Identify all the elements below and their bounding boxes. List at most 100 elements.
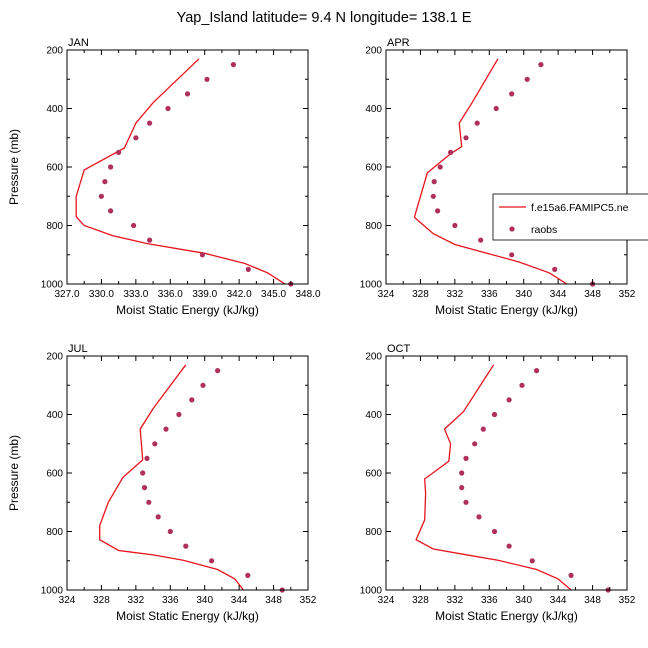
raobs-point bbox=[155, 514, 161, 520]
model-line bbox=[415, 364, 572, 590]
plot-frame bbox=[385, 355, 628, 591]
y-tick-label: 1000 bbox=[360, 280, 383, 291]
chart-panel-apr: APR 324 328 332 336 340 344 348 352 1000 800 600 400… bbox=[360, 37, 636, 317]
raobs-point bbox=[552, 266, 558, 272]
raobs-point bbox=[163, 426, 169, 432]
raobs-point bbox=[474, 120, 480, 126]
chart-panel-jul: JUL 324 328 332 336 340 344 348 352 1000 800 600 400… bbox=[7, 343, 317, 623]
y-tick-label: 600 bbox=[365, 469, 382, 480]
y-tick-label: 200 bbox=[46, 46, 63, 57]
raobs-point bbox=[568, 572, 574, 579]
x-tick-label: 336 bbox=[481, 595, 498, 606]
raobs-point bbox=[506, 543, 512, 549]
y-tick-label: 400 bbox=[46, 410, 63, 421]
plot-frame bbox=[66, 49, 309, 285]
raobs-point bbox=[459, 470, 465, 476]
y-tick-label: 600 bbox=[46, 163, 63, 174]
x-tick-label: 345.0 bbox=[261, 289, 286, 300]
x-tick-label: 352 bbox=[619, 289, 636, 300]
raobs-point bbox=[200, 382, 206, 388]
panels: JAN 327.0 330.0 333.0 336.0 339.0 342.0 345.0 34… bbox=[7, 37, 648, 623]
raobs-point bbox=[480, 426, 486, 432]
raobs-point bbox=[478, 237, 484, 243]
y-tick-label: 400 bbox=[365, 104, 382, 115]
x-tick-label: 340 bbox=[515, 595, 532, 606]
raobs-point bbox=[491, 528, 498, 535]
panel-label: JUL bbox=[68, 343, 88, 355]
raobs-point bbox=[133, 135, 139, 141]
x-tick-label: 336 bbox=[162, 595, 179, 606]
legend-box bbox=[492, 193, 648, 241]
y-tick-label: 1000 bbox=[360, 586, 383, 597]
x-tick-label: 333.0 bbox=[123, 289, 148, 300]
raobs-point bbox=[147, 237, 153, 243]
y-tick-label: 800 bbox=[365, 527, 382, 538]
panel-label: APR bbox=[387, 37, 410, 49]
raobs-point bbox=[204, 76, 210, 82]
raobs-point bbox=[452, 222, 458, 229]
y-tick-label: 800 bbox=[46, 221, 63, 232]
model-line bbox=[99, 364, 244, 590]
y-tick-label: 200 bbox=[365, 352, 382, 363]
x-tick-label: 336.0 bbox=[158, 289, 183, 300]
legend-marker-swatch bbox=[509, 226, 515, 232]
raobs-point bbox=[476, 514, 482, 520]
raobs-point bbox=[98, 193, 104, 199]
raobs-point bbox=[146, 499, 152, 505]
raobs-point bbox=[448, 149, 454, 155]
x-tick-label: 348.0 bbox=[295, 289, 320, 300]
raobs-point bbox=[431, 179, 437, 185]
x-tick-label: 328 bbox=[93, 595, 110, 606]
x-axis-label: Moist Static Energy (kJ/kg) bbox=[116, 303, 259, 317]
raobs-point bbox=[199, 252, 205, 258]
raobs-point bbox=[141, 485, 148, 491]
x-tick-label: 332 bbox=[128, 595, 145, 606]
x-tick-label: 344 bbox=[550, 289, 567, 300]
y-tick-label: 600 bbox=[365, 163, 382, 174]
panel-label: OCT bbox=[387, 343, 411, 355]
panel-label: JAN bbox=[68, 37, 89, 49]
x-tick-label: 332 bbox=[447, 595, 464, 606]
y-axis-label: Pressure (mb) bbox=[7, 435, 21, 511]
raobs-point bbox=[519, 382, 525, 388]
raobs-point bbox=[506, 397, 512, 403]
raobs-point bbox=[437, 164, 443, 170]
x-tick-label: 352 bbox=[619, 595, 636, 606]
raobs-point bbox=[463, 135, 469, 141]
figure-title: Yap_Island latitude= 9.4 N longitude= 13… bbox=[177, 10, 472, 26]
raobs-point bbox=[245, 572, 251, 579]
y-tick-label: 200 bbox=[365, 46, 382, 57]
raobs-point bbox=[152, 441, 158, 447]
raobs-point bbox=[176, 411, 182, 418]
model-line bbox=[75, 58, 286, 284]
legend-model-label: f.e15a6.FAMIPC5.ne bbox=[531, 202, 629, 214]
y-tick-label: 800 bbox=[365, 221, 382, 232]
raobs-point bbox=[538, 62, 544, 68]
model-line bbox=[413, 58, 568, 284]
x-tick-label: 344 bbox=[550, 595, 567, 606]
x-tick-label: 352 bbox=[300, 595, 317, 606]
x-tick-label: 348 bbox=[584, 289, 601, 300]
raobs-point bbox=[140, 470, 146, 476]
raobs-point bbox=[459, 485, 465, 491]
chart-panel-oct: OCT 324 328 332 336 340 344 348 352 1000 800 600 400… bbox=[360, 343, 636, 623]
raobs-point bbox=[230, 62, 236, 68]
plot-frame bbox=[66, 355, 309, 591]
y-tick-label: 600 bbox=[46, 469, 63, 480]
raobs-point bbox=[108, 208, 114, 214]
raobs-point bbox=[183, 543, 189, 549]
x-axis-label: Moist Static Energy (kJ/kg) bbox=[116, 609, 259, 623]
raobs-point bbox=[209, 558, 215, 564]
raobs-point bbox=[165, 105, 171, 112]
raobs-point bbox=[144, 455, 150, 461]
raobs-point bbox=[472, 441, 478, 447]
x-tick-label: 348 bbox=[584, 595, 601, 606]
raobs-point bbox=[245, 266, 251, 272]
y-tick-label: 400 bbox=[46, 104, 63, 115]
raobs-point bbox=[524, 76, 530, 82]
x-tick-label: 340 bbox=[196, 595, 213, 606]
raobs-point bbox=[189, 397, 195, 403]
plot-frame bbox=[385, 49, 628, 285]
chart-panel-jan: JAN 327.0 330.0 333.0 336.0 339.0 342.0 345.0 34… bbox=[7, 37, 321, 317]
